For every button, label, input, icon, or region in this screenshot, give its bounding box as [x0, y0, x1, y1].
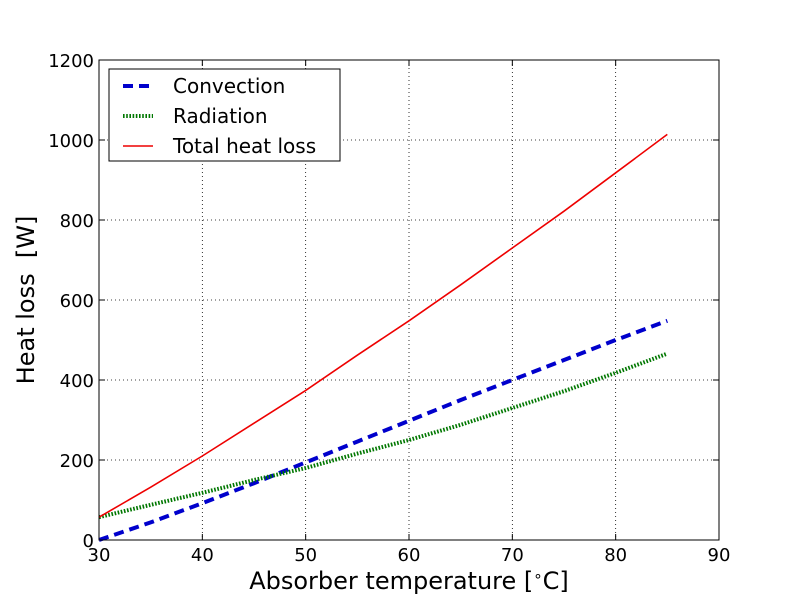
- y-axis-label: Heat loss [W]: [12, 216, 40, 385]
- axis-ticks: 30 40 50 60 70 80 90 0 200 400 600 800 1000 1200: [48, 51, 730, 566]
- series-radiation-line: [98, 351, 668, 520]
- x-tick-label: 90: [708, 545, 731, 566]
- y-tick-label: 600: [60, 291, 94, 312]
- x-tick-label: 30: [88, 545, 111, 566]
- x-axis-label: Absorber temperature [∘C]: [249, 567, 569, 595]
- y-tick-label: 1200: [48, 51, 94, 72]
- x-tick-label: 40: [191, 545, 214, 566]
- y-tick-label: 0: [83, 531, 94, 552]
- y-tick-label: 200: [60, 451, 94, 472]
- legend-label: Total heat loss: [172, 134, 316, 158]
- x-tick-label: 60: [398, 545, 421, 566]
- series-lines: [98, 133, 668, 542]
- legend: Convection Radiation Total heat loss: [108, 68, 341, 162]
- series-total-heat-loss-line: [98, 133, 668, 518]
- y-tick-label: 400: [60, 371, 94, 392]
- x-tick-label: 50: [294, 545, 317, 566]
- y-tick-label: 1000: [48, 131, 94, 152]
- legend-label: Radiation: [173, 104, 268, 128]
- series-convection-line: [98, 318, 668, 542]
- x-tick-label: 80: [604, 545, 627, 566]
- y-tick-label: 800: [60, 211, 94, 232]
- x-tick-label: 70: [501, 545, 524, 566]
- legend-label: Convection: [173, 74, 285, 98]
